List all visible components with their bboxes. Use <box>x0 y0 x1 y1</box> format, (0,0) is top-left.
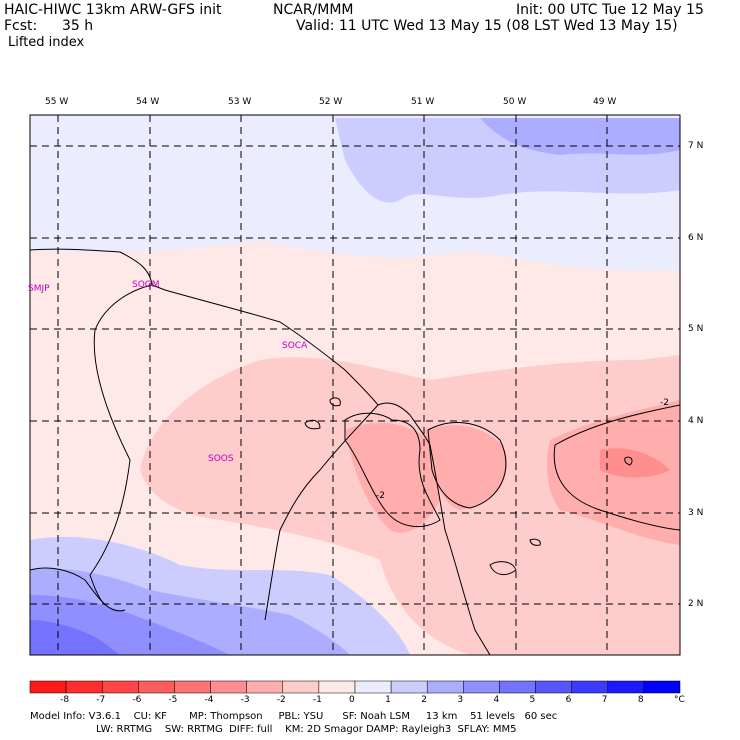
lon-label: 50 W <box>503 97 527 107</box>
colorbar-tick-label: 8 <box>637 695 644 705</box>
contour-label: -2 <box>376 491 385 501</box>
lat-lon-grid <box>30 115 680 655</box>
colorbar-swatch <box>174 680 211 694</box>
colorbar-tick-label: -6 <box>132 695 142 705</box>
map-frame <box>29 114 681 656</box>
colorbar-swatch <box>607 680 645 694</box>
colorbar-swatch <box>354 680 392 694</box>
station-label: SOOS <box>208 454 234 464</box>
colorbar-tick-label: 6 <box>565 695 572 705</box>
colorbar <box>29 680 681 694</box>
colorbar-swatch <box>210 680 247 694</box>
map-field <box>30 115 680 655</box>
colorbar-unit: °C <box>674 695 685 705</box>
colorbar-tick-label: -4 <box>204 695 214 705</box>
coastline <box>30 248 491 655</box>
colorbar-swatch <box>282 680 320 694</box>
valid-time: Valid: 11 UTC Wed 13 May 15 (08 LST Wed … <box>296 18 678 34</box>
lon-label: 53 W <box>228 97 252 107</box>
colorbar-swatch <box>65 680 103 694</box>
station-label: SMJP <box>28 284 50 294</box>
colorbar-swatch <box>499 680 536 694</box>
lat-label: 4 N <box>688 416 704 426</box>
lon-label: 51 W <box>411 97 435 107</box>
colorbar-swatch <box>571 680 609 694</box>
colorbar-swatch <box>101 680 139 694</box>
colorbar-swatch <box>426 680 464 694</box>
lon-label: 54 W <box>136 97 160 107</box>
field-name: Lifted index <box>8 35 85 50</box>
colorbar-swatch <box>138 680 175 694</box>
colorbar-swatch <box>29 680 67 694</box>
colorbar-tick-label: -8 <box>60 695 70 705</box>
colorbar-swatch <box>318 680 356 694</box>
lat-label: 7 N <box>688 141 704 151</box>
colorbar-tick-label: -5 <box>168 695 178 705</box>
lat-label: 2 N <box>688 599 704 609</box>
colorbar-tick-label: -7 <box>96 695 106 705</box>
lon-label: 49 W <box>593 97 617 107</box>
colorbar-swatch <box>643 680 681 694</box>
colorbar-tick-label: -3 <box>240 695 250 705</box>
lon-label: 55 W <box>45 97 69 107</box>
lat-label: 3 N <box>688 508 704 518</box>
colorbar-tick-label: 0 <box>349 695 355 705</box>
colorbar-tick-label: -1 <box>312 695 322 705</box>
lat-label: 5 N <box>688 324 704 334</box>
station-label: SOCA <box>282 341 308 351</box>
station-label: SOGM <box>132 280 160 290</box>
colorbar-swatch <box>246 680 284 694</box>
colorbar-tick-label: -2 <box>276 695 286 705</box>
colorbar-tick-label: 5 <box>529 695 536 705</box>
forecast-label: Fcst: <box>4 18 38 34</box>
model-title: HAIC-HIWC 13km ARW-GFS init <box>4 2 222 18</box>
model-info-line1: Model Info: V3.6.1 CU: KF MP: Thompson P… <box>30 711 558 722</box>
lat-label: 6 N <box>688 233 704 243</box>
colorbar-tick-label: 7 <box>601 695 608 705</box>
lon-label: 52 W <box>319 97 343 107</box>
colorbar-tick-label: 3 <box>457 695 464 705</box>
forecast-value: 35 h <box>62 18 94 34</box>
org-label: NCAR/MMM <box>273 2 354 18</box>
colorbar-swatch <box>535 680 572 694</box>
colorbar-tick-label: 1 <box>385 695 391 705</box>
colorbar-swatch <box>390 680 428 694</box>
contour-label: -2 <box>660 398 669 408</box>
model-info-line2: LW: RRTMG SW: RRTMG DIFF: full KM: 2D Sm… <box>96 724 517 735</box>
init-time: Init: 00 UTC Tue 12 May 15 <box>516 2 704 18</box>
colorbar-tick-label: 4 <box>493 695 500 705</box>
colorbar-swatch <box>463 680 500 694</box>
colorbar-tick-label: 2 <box>421 695 427 705</box>
